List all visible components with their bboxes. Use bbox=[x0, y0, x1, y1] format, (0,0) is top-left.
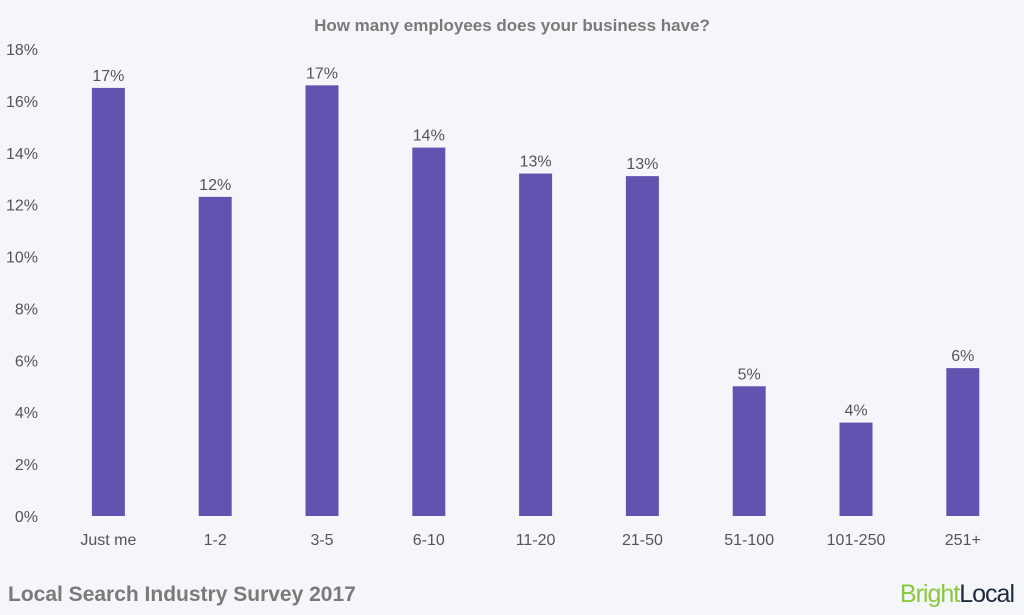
logo-bright: Bright bbox=[899, 580, 960, 608]
chart-title: How many employees does your business ha… bbox=[314, 16, 710, 35]
bar bbox=[946, 368, 980, 516]
x-tick-label: 6-10 bbox=[413, 532, 445, 549]
data-label: 17% bbox=[306, 65, 338, 82]
x-tick-label: 11-20 bbox=[516, 532, 556, 549]
bar bbox=[732, 386, 766, 516]
x-tick-label: 51-100 bbox=[724, 532, 774, 549]
survey-footer: Local Search Industry Survey 2017 bbox=[8, 583, 356, 606]
y-tick-label: 12% bbox=[6, 198, 38, 215]
y-tick-label: 18% bbox=[6, 42, 38, 59]
data-label: 17% bbox=[92, 68, 124, 85]
logo-local: Local bbox=[959, 580, 1015, 608]
x-tick-label: 1-2 bbox=[204, 532, 227, 549]
bar bbox=[839, 422, 873, 516]
y-tick-label: 2% bbox=[15, 457, 38, 474]
brightlocal-logo: BrightLocal bbox=[899, 580, 1015, 609]
y-tick-label: 0% bbox=[15, 509, 38, 526]
data-label: 13% bbox=[626, 156, 658, 173]
bar bbox=[412, 147, 446, 517]
x-tick-label: Just me bbox=[80, 532, 136, 549]
bar bbox=[519, 173, 553, 517]
bar-chart: 0% 2% 4% 6% 8% 10% 12% 14% 16% 18% 17% Just me 12% 1-… bbox=[6, 42, 981, 549]
x-tick-label: 101-250 bbox=[827, 532, 886, 549]
data-label: 5% bbox=[738, 366, 761, 383]
data-label: 12% bbox=[199, 177, 231, 194]
y-tick-label: 10% bbox=[6, 250, 38, 267]
bar bbox=[91, 87, 125, 517]
y-tick-label: 14% bbox=[6, 146, 38, 163]
data-label: 14% bbox=[413, 128, 445, 145]
bar bbox=[198, 196, 232, 516]
x-tick-label: 3-5 bbox=[310, 532, 333, 549]
y-tick-label: 8% bbox=[15, 301, 38, 318]
y-tick-label: 4% bbox=[15, 405, 38, 422]
x-tick-label: 21-50 bbox=[622, 532, 663, 549]
bar bbox=[305, 85, 339, 517]
x-tick-label: 251+ bbox=[945, 532, 981, 549]
bar bbox=[625, 176, 659, 516]
data-label: 6% bbox=[951, 348, 974, 365]
y-tick-label: 6% bbox=[15, 353, 38, 370]
y-tick-label: 16% bbox=[6, 94, 38, 111]
data-label: 13% bbox=[520, 154, 552, 171]
data-label: 4% bbox=[844, 403, 867, 420]
